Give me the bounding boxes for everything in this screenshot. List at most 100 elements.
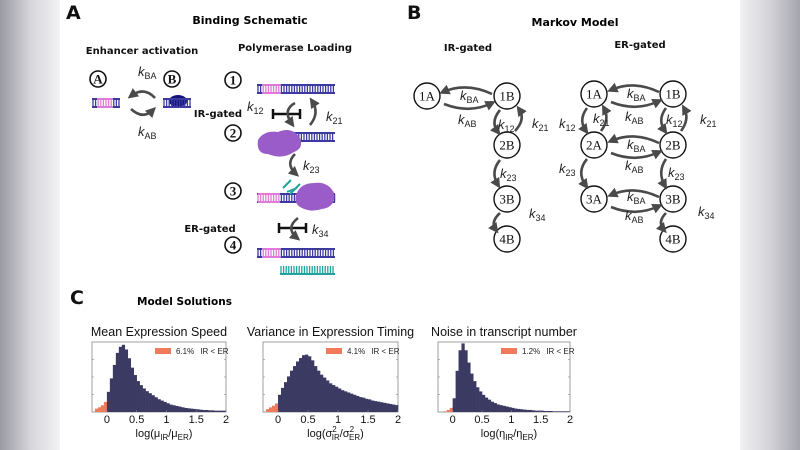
histogram-bar xyxy=(549,410,553,412)
histogram-bar xyxy=(353,394,357,412)
rate-symbol: k xyxy=(138,124,146,139)
rate-subscript: AB xyxy=(632,116,644,126)
rate-symbol: k xyxy=(532,116,540,131)
rate-subscript: BA xyxy=(634,196,646,206)
histogram-bar xyxy=(118,346,123,412)
state-label: 1B xyxy=(499,89,515,104)
histogram-bar xyxy=(287,376,291,412)
histogram-bar xyxy=(368,399,372,412)
histogram-bar xyxy=(311,360,315,412)
x-tick-label: 0.5 xyxy=(129,414,144,426)
rate-label-kAB: kAB xyxy=(458,112,477,129)
legend-swatch xyxy=(326,348,342,354)
x-tick-label: 1 xyxy=(508,414,514,426)
histogram-bar xyxy=(514,408,518,412)
histogram-bar xyxy=(112,364,117,412)
state-circle xyxy=(580,80,608,108)
transition-arrow xyxy=(657,158,668,190)
step-number: 1 xyxy=(230,73,237,88)
rate-subscript: 21 xyxy=(707,119,717,129)
rate-label-kAB: kAB xyxy=(625,109,644,126)
step-circle xyxy=(224,124,242,142)
rate-label-k34: k34 xyxy=(529,206,546,223)
legend-label: IR < ER xyxy=(200,347,228,356)
histogram-bar xyxy=(100,405,105,412)
histogram-bar xyxy=(214,410,218,412)
rate-label-kBA: kBA xyxy=(627,86,646,103)
histogram-bar xyxy=(178,406,182,412)
markov-diagrams: 1A 1B 2B 3B 4B 1A 1B 2A 2B 3A 3B 4B xyxy=(413,80,692,253)
ir-state-2B: 2B xyxy=(493,131,521,159)
histogram-bar xyxy=(461,343,465,412)
x-axis-label-part: /μ xyxy=(168,428,177,440)
state-label: 4B xyxy=(499,232,515,247)
x-axis-label-part: ER xyxy=(349,433,360,442)
er-state-3B: 3B xyxy=(659,185,687,213)
panel-c: C Model Solutions Mean Expression Speed 0… xyxy=(70,287,577,442)
er-gated-title: ER-gated xyxy=(614,40,665,51)
ir-state-3B: 3B xyxy=(493,185,521,213)
dna-step-4 xyxy=(257,248,335,258)
rate-symbol: k xyxy=(625,109,633,124)
histogram-bar xyxy=(196,409,200,412)
histogram-bar xyxy=(335,386,339,412)
rate-subscript: AB xyxy=(145,131,157,141)
enhancer-state-b: B xyxy=(163,70,181,88)
histogram-bar xyxy=(567,411,571,412)
rate-subscript: 12 xyxy=(505,124,515,134)
rate-subscript: BA xyxy=(634,93,646,103)
x-axis-label-part: IR xyxy=(505,433,513,442)
rate-subscript: 21 xyxy=(333,116,343,126)
arrow-step2-to-1 xyxy=(308,97,320,126)
histogram-bar xyxy=(505,406,509,412)
panel-b-title: Markov Model xyxy=(532,16,619,29)
histogram-bar xyxy=(520,409,524,412)
x-tick-label: 0.5 xyxy=(474,414,489,426)
histogram-bar xyxy=(523,409,527,412)
transition-arrow xyxy=(443,101,496,111)
state-circle xyxy=(493,225,521,253)
transition-arrow xyxy=(607,187,660,199)
x-tick-label: 1.5 xyxy=(360,414,375,426)
step-number: 3 xyxy=(230,184,237,199)
histogram-bar xyxy=(208,410,212,412)
histogram-bar xyxy=(97,407,102,412)
histogram-bar xyxy=(540,410,544,412)
state-label: 3B xyxy=(665,192,681,207)
ir-gated-title: IR-gated xyxy=(444,43,492,54)
arrow-b-to-a xyxy=(127,88,156,99)
er-state-3A: 3A xyxy=(580,185,608,213)
rate-symbol: k xyxy=(625,158,633,173)
histogram-bar xyxy=(202,409,206,412)
rate-symbol: k xyxy=(627,86,635,101)
histogram-bar xyxy=(344,391,348,412)
histogram-bar xyxy=(190,408,194,412)
rate-subscript: AB xyxy=(465,119,477,129)
chart-title: Mean Expression Speed xyxy=(91,325,227,339)
transition-arrow xyxy=(514,105,527,132)
rate-symbol: k xyxy=(627,189,635,204)
rate-label-k21: k21 xyxy=(593,111,610,128)
legend-swatch xyxy=(155,348,171,354)
arrow-a-to-b xyxy=(130,107,156,119)
rate-label-k21: k21 xyxy=(532,116,549,133)
rate-symbol: k xyxy=(312,222,320,237)
histogram-bar xyxy=(446,409,451,412)
transition-arrow xyxy=(578,107,589,135)
rate-label-kAB: kAB xyxy=(625,158,644,175)
histogram-bar xyxy=(443,411,448,412)
histogram-bar xyxy=(317,370,321,412)
rate-symbol: k xyxy=(559,116,567,131)
polymerase-step2 xyxy=(257,130,302,157)
histogram-bar xyxy=(157,399,161,412)
histogram-bar xyxy=(338,388,342,412)
step-number: 2 xyxy=(230,126,237,141)
transition-arrow xyxy=(679,104,692,132)
panel-a-title: Binding Schematic xyxy=(192,14,307,27)
x-axis-label: log(ηIR​/ηER​) xyxy=(481,428,537,442)
histogram-bar xyxy=(130,367,134,412)
x-tick-label: 1 xyxy=(335,414,341,426)
state-label: 2A xyxy=(586,138,603,153)
histogram-bar xyxy=(365,398,369,412)
